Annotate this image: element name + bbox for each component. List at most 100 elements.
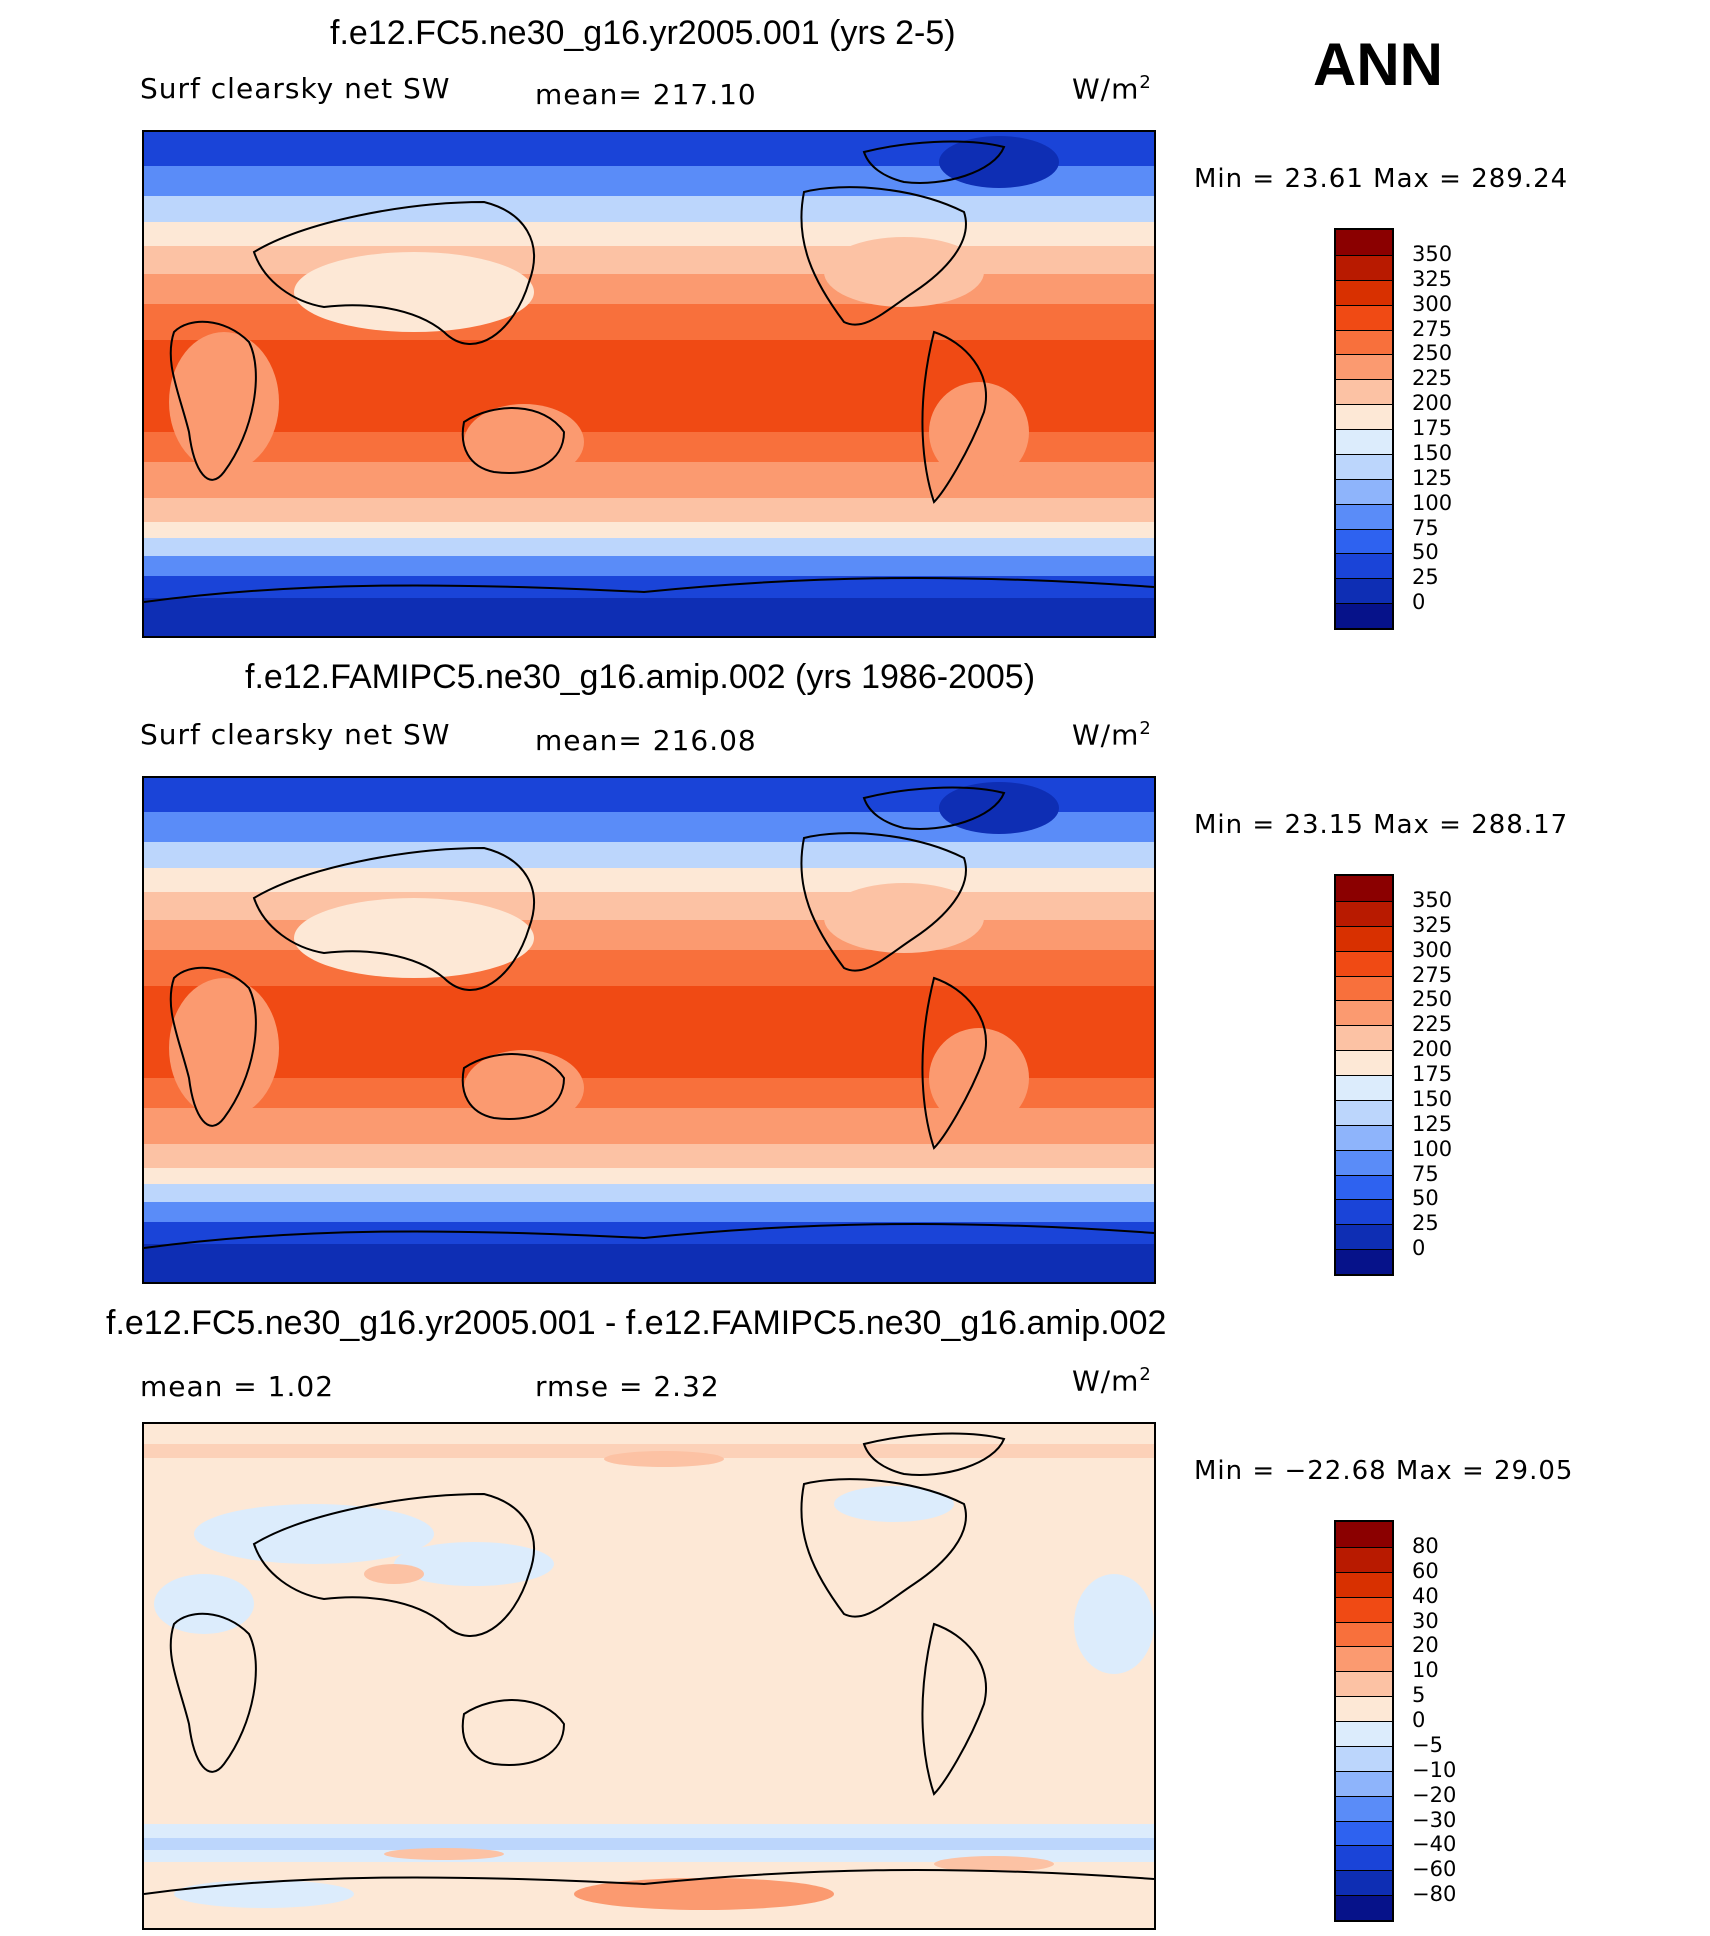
panel1-colorbar-tick-label: 50 [1412,540,1439,565]
panel2-colorbar-tick-label: 250 [1412,987,1453,1012]
panel2-colorbar-swatch [1336,1224,1392,1250]
panel3-colorbar-swatch [1336,1546,1392,1572]
panel1-colorbar-tick-label: 325 [1412,266,1453,291]
panel2-colorbar-tick-label: 225 [1412,1012,1453,1037]
panel1-variable-label: Surf clearsky net SW [140,72,451,105]
panel3-colorbar-swatch [1336,1571,1392,1597]
panel1-title: f.e12.FC5.ne30_g16.yr2005.001 (yrs 2-5) [330,14,956,52]
panel2-colorbar-swatch [1336,1099,1392,1125]
panel1-colorbar-swatch [1336,304,1392,330]
panel2-colorbar-tick-label: 350 [1412,887,1453,912]
panel1-colorbar-tick-label: 300 [1412,291,1453,316]
panel2-map-field [144,778,1154,1282]
panel3-colorbar-swatch [1336,1845,1392,1871]
panel3-colorbar-tick-label: −30 [1412,1807,1457,1832]
panel1-colorbar-swatch [1336,553,1392,579]
panel2-colorbar-tick-label: 50 [1412,1186,1439,1211]
season-label: ANN [1313,31,1443,98]
panel3-units: W/m2 [1072,1364,1152,1398]
panel2-colorbar-swatch [1336,1124,1392,1150]
panel1-colorbar-tick-label: 225 [1412,366,1453,391]
panel1-colorbar-tick-label: 125 [1412,465,1453,490]
panel1-map-field [144,132,1154,636]
panel3-colorbar-swatch [1336,1721,1392,1746]
panel1-colorbar-swatch [1336,329,1392,355]
panel1-colorbar-tick-label: 275 [1412,316,1453,341]
panel3-colorbar-tick-label: −80 [1412,1882,1457,1907]
panel2-colorbar-swatch [1336,950,1392,976]
panel2-colorbar-swatch [1336,900,1392,926]
panel1-colorbar-tick-label: 250 [1412,341,1453,366]
panel3-colorbar-tick-label: 60 [1412,1558,1439,1583]
panel3-colorbar-tick-label: −40 [1412,1832,1457,1857]
panel2-colorbar-tick-label: 200 [1412,1037,1453,1062]
panel1-colorbar-swatch [1336,503,1392,529]
panel3-colorbar-tick-label: 80 [1412,1533,1439,1558]
panel2-colorbar-swatch [1336,1174,1392,1200]
panel3-colorbar-swatch [1336,1895,1392,1920]
panel3-colorbar-swatch [1336,1522,1392,1547]
panel2-units: W/m2 [1072,718,1152,752]
panel3-colorbar-swatch [1336,1820,1392,1846]
panel2-map [142,776,1156,1284]
panel3-colorbar-swatch [1336,1870,1392,1896]
panel3-coastlines [144,1432,1154,1895]
panel1-colorbar-swatch [1336,478,1392,504]
panel1-colorbar-tick-label: 150 [1412,440,1453,465]
panel3-colorbar-swatch [1336,1770,1392,1796]
panel2-colorbar-tick-label: 125 [1412,1111,1453,1136]
panel2-colorbar-tick-label: 175 [1412,1062,1453,1086]
panel3-colorbar-tick-label: −5 [1412,1732,1443,1757]
panel2-colorbar-tick-label: 0 [1412,1236,1426,1261]
panel3-colorbar-swatch [1336,1596,1392,1622]
panel1-colorbar-swatch [1336,254,1392,280]
panel1-colorbar-tick-label: 200 [1412,391,1453,416]
panel3-colorbar-tick-label: −20 [1412,1782,1457,1807]
panel1-colorbar-tick-label: 25 [1412,565,1439,590]
panel2-colorbar-swatch [1336,1025,1392,1051]
panel1-colorbar-swatch [1336,528,1392,554]
panel2-colorbar-swatch [1336,1199,1392,1225]
panel3-map [142,1422,1156,1930]
panel3-colorbar-tick-label: 20 [1412,1633,1439,1658]
panel2-colorbar-swatch [1336,975,1392,1001]
panel2-colorbar-tick-label: 100 [1412,1136,1453,1161]
panel3-minmax: Min = −22.68 Max = 29.05 [1194,1456,1574,1486]
panel3-colorbar-tick-label: 5 [1412,1683,1426,1708]
panel1-colorbar-tick-label: 0 [1412,590,1426,615]
panel3-colorbar-swatch [1336,1671,1392,1697]
panel3-map-field [144,1424,1154,1928]
panel1-colorbar-swatch [1336,429,1392,454]
panel1-colorbar-tick-label: 75 [1412,515,1439,540]
panel1-coastlines [144,140,1154,603]
panel3-colorbar-tick-label: −10 [1412,1757,1457,1782]
panel1-colorbar-swatch [1336,379,1392,405]
panel1-mean-label: mean= 217.10 [535,78,757,111]
panel2-variable-label: Surf clearsky net SW [140,718,451,751]
panel1-colorbar-swatch [1336,354,1392,380]
panel2-minmax: Min = 23.15 Max = 288.17 [1194,810,1569,840]
panel2-colorbar [1334,874,1394,1276]
panel2-mean-label: mean= 216.08 [535,724,757,757]
panel3-colorbar-tick-label: 40 [1412,1583,1439,1608]
panel2-coastlines [144,786,1154,1249]
panel1-colorbar-swatch [1336,603,1392,628]
panel3-mean-label: mean = 1.02 [140,1370,335,1403]
panel2-colorbar-swatch [1336,1050,1392,1075]
panel1-units: W/m2 [1072,72,1152,106]
panel1-colorbar-swatch [1336,453,1392,479]
panel3-colorbar-tick-label: 30 [1412,1608,1439,1633]
panel3-colorbar-tick-label: 10 [1412,1658,1439,1683]
panel2-colorbar-swatch [1336,1249,1392,1274]
panel3-title: f.e12.FC5.ne30_g16.yr2005.001 - f.e12.FA… [106,1304,1167,1342]
panel2-colorbar-swatch [1336,876,1392,901]
panel2-colorbar-swatch [1336,1149,1392,1175]
panel1-colorbar-swatch [1336,404,1392,429]
panel1-colorbar-tick-label: 350 [1412,241,1453,266]
panel2-colorbar-tick-label: 150 [1412,1086,1453,1111]
panel3-colorbar-tick-label: 0 [1412,1708,1426,1732]
panel1-colorbar-swatch [1336,230,1392,255]
panel3-colorbar-swatch [1336,1745,1392,1771]
panel1-colorbar [1334,228,1394,630]
panel2-colorbar-swatch [1336,1000,1392,1026]
